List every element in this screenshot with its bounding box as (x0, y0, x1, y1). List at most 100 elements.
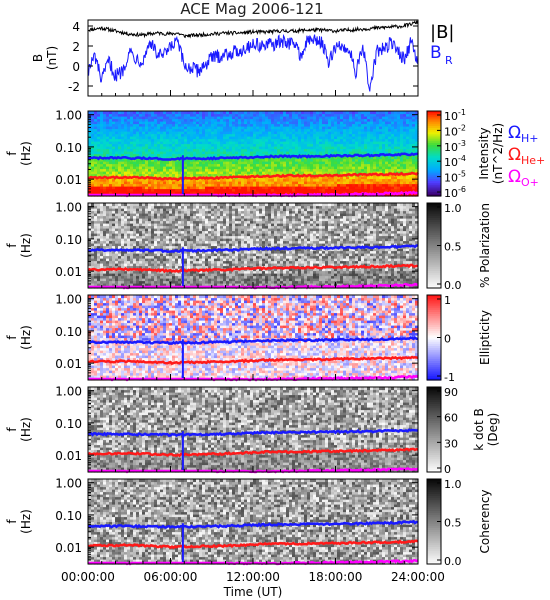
spectrogram-cell (205, 191, 209, 195)
spectrogram-cell (211, 181, 215, 185)
spectrogram-cell (256, 161, 260, 165)
spectrogram-cell (181, 151, 185, 155)
spectrogram-cell (166, 161, 170, 165)
spectrogram-cell (109, 153, 113, 157)
legend-b-r: B (430, 43, 442, 63)
spectrogram-cell (250, 181, 254, 185)
spectrogram-cell (262, 116, 266, 120)
spectrogram-cell (100, 143, 104, 147)
spectrogram-cell (154, 166, 158, 170)
spectrogram-cell (187, 168, 191, 172)
spectrogram-cell (172, 178, 176, 182)
spectrogram-cell (256, 148, 260, 152)
spectrogram-cell (268, 141, 272, 145)
spectrogram-cell (136, 161, 140, 165)
spectrogram-cell (268, 151, 272, 155)
spectrogram-cell (160, 131, 164, 135)
spectrogram-cell (214, 181, 218, 185)
spectrogram-cell (115, 186, 119, 190)
spectrogram-cell (175, 161, 179, 165)
spectrogram-cell (88, 146, 92, 150)
spectrogram-cell (205, 116, 209, 120)
spectrogram-cell (157, 126, 161, 130)
spectrogram-cell (130, 173, 134, 177)
spectrogram-cell (103, 181, 107, 185)
spectrogram-cell (106, 146, 110, 150)
spectrogram-cell (91, 143, 95, 147)
spectrogram-cell (175, 121, 179, 125)
spectrogram-cell (91, 171, 95, 175)
spectrogram-cell (154, 141, 158, 145)
spectrogram-cell (262, 133, 266, 137)
spectrogram-cell (226, 168, 230, 172)
spectrogram-cell (112, 121, 116, 125)
spectrogram-cell (259, 158, 263, 162)
spectrogram-cell (244, 191, 248, 195)
spectrogram-cell (205, 171, 209, 175)
spectrogram-cell (121, 158, 125, 162)
spectrogram-cell (88, 166, 92, 170)
spectrogram-cell (109, 141, 113, 145)
spectrogram-cell (181, 148, 185, 152)
spectrogram-cell (247, 168, 251, 172)
spectrogram-cell (154, 151, 158, 155)
spectrogram-cell (250, 111, 254, 115)
spectrogram-cell (286, 168, 290, 172)
spectrogram-cell (274, 131, 278, 135)
spectrogram-cell (199, 118, 203, 122)
spectrogram-cell (187, 186, 191, 190)
spectrogram-cell (271, 146, 275, 150)
spectrogram-cell (142, 116, 146, 120)
panel-2-ytick-label: 0.10 (55, 141, 82, 155)
spectrogram-cell (172, 116, 176, 120)
spectrogram-cell (235, 188, 239, 192)
spectrogram-cell (130, 133, 134, 137)
spectrogram-cell (94, 173, 98, 177)
spectrogram-cell (166, 148, 170, 152)
spectrogram-cell (250, 138, 254, 142)
spectrogram-cell (202, 131, 206, 135)
spectrogram-cell (133, 161, 137, 165)
spectrogram-cell (238, 178, 242, 182)
spectrogram-cell (124, 141, 128, 145)
spectrogram-cell (232, 143, 236, 147)
spectrogram-cell (211, 141, 215, 145)
spectrogram-cell (88, 178, 92, 182)
panel-1-ytick-label: 4 (72, 20, 80, 34)
spectrogram-cell (106, 113, 110, 117)
spectrogram-cell (259, 153, 263, 157)
spectrogram-cell (106, 171, 110, 175)
spectrogram-cell (106, 121, 110, 125)
spectrogram-cell (277, 163, 281, 167)
spectrogram-cell (145, 166, 149, 170)
spectrogram-cell (169, 156, 173, 160)
spectrogram-cell (229, 138, 233, 142)
spectrogram-cell (271, 133, 275, 137)
spectrogram-cell (274, 148, 278, 152)
spectrogram-cell (148, 171, 152, 175)
spectrogram-cell (214, 123, 218, 127)
spectrogram-cell (91, 121, 95, 125)
spectrogram-cell (217, 128, 221, 132)
spectrogram-cell (190, 128, 194, 132)
spectrogram-cell (91, 136, 95, 140)
spectrogram-cell (88, 138, 92, 142)
spectrogram-cell (121, 111, 125, 115)
spectrogram-cell (157, 136, 161, 140)
spectrogram-cell (247, 111, 251, 115)
spectrogram-cell (100, 141, 104, 145)
spectrogram-cell (259, 183, 263, 187)
spectrogram-cell (181, 136, 185, 140)
spectrogram-cell (100, 113, 104, 117)
spectrogram-cell (100, 173, 104, 177)
spectrogram-cell (136, 158, 140, 162)
spectrogram-cell (202, 181, 206, 185)
spectrogram-cell (109, 136, 113, 140)
spectrogram-cell (229, 146, 233, 150)
spectrogram-cell (97, 161, 101, 165)
spectrogram-cell (259, 141, 263, 145)
spectrogram-cell (169, 143, 173, 147)
spectrogram-cell (271, 191, 275, 195)
spectrogram-cell (253, 171, 257, 175)
spectrogram-cell (100, 133, 104, 137)
